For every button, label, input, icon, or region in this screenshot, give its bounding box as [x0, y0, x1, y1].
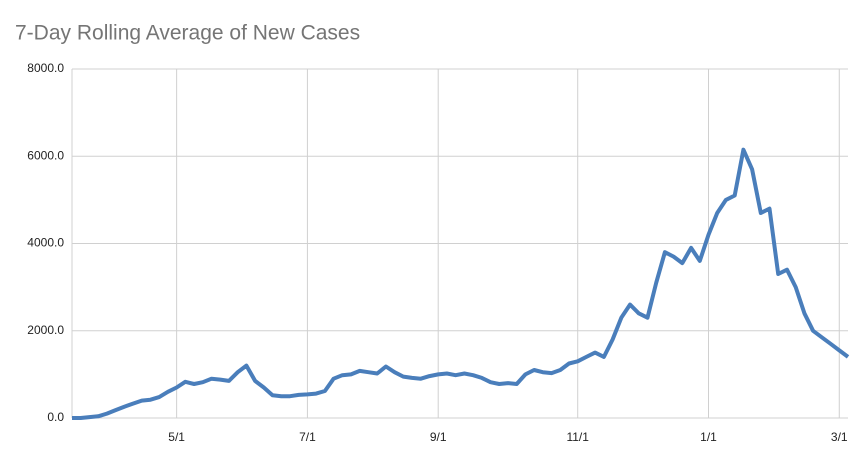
y-tick-label: 8000.0: [27, 61, 64, 75]
y-tick-label: 6000.0: [27, 148, 64, 162]
x-tick-label: 1/1: [700, 430, 717, 444]
y-tick-label: 2000.0: [27, 323, 64, 337]
y-tick-label: 4000.0: [27, 236, 64, 250]
data-line: [72, 147, 850, 420]
x-tick-label: 3/1: [831, 430, 848, 444]
chart-title: 7-Day Rolling Average of New Cases: [15, 22, 360, 45]
x-tick-label: 7/1: [299, 430, 316, 444]
y-tick-label: 0.0: [47, 410, 64, 424]
x-tick-label: 9/1: [430, 430, 447, 444]
x-tick-label: 5/1: [168, 430, 185, 444]
x-tick-label: 11/1: [566, 430, 589, 444]
